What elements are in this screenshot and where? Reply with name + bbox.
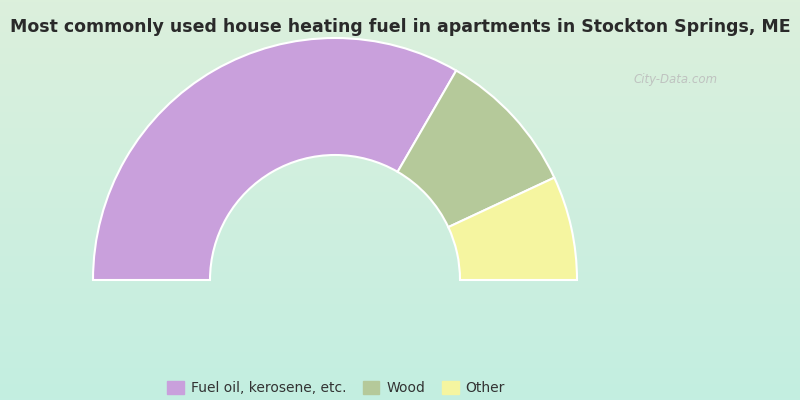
Wedge shape [93,38,456,280]
Text: City-Data.com: City-Data.com [634,74,718,86]
Wedge shape [398,70,554,227]
Text: Most commonly used house heating fuel in apartments in Stockton Springs, ME: Most commonly used house heating fuel in… [10,18,790,36]
Legend: Fuel oil, kerosene, etc., Wood, Other: Fuel oil, kerosene, etc., Wood, Other [162,376,510,400]
Wedge shape [448,178,577,280]
